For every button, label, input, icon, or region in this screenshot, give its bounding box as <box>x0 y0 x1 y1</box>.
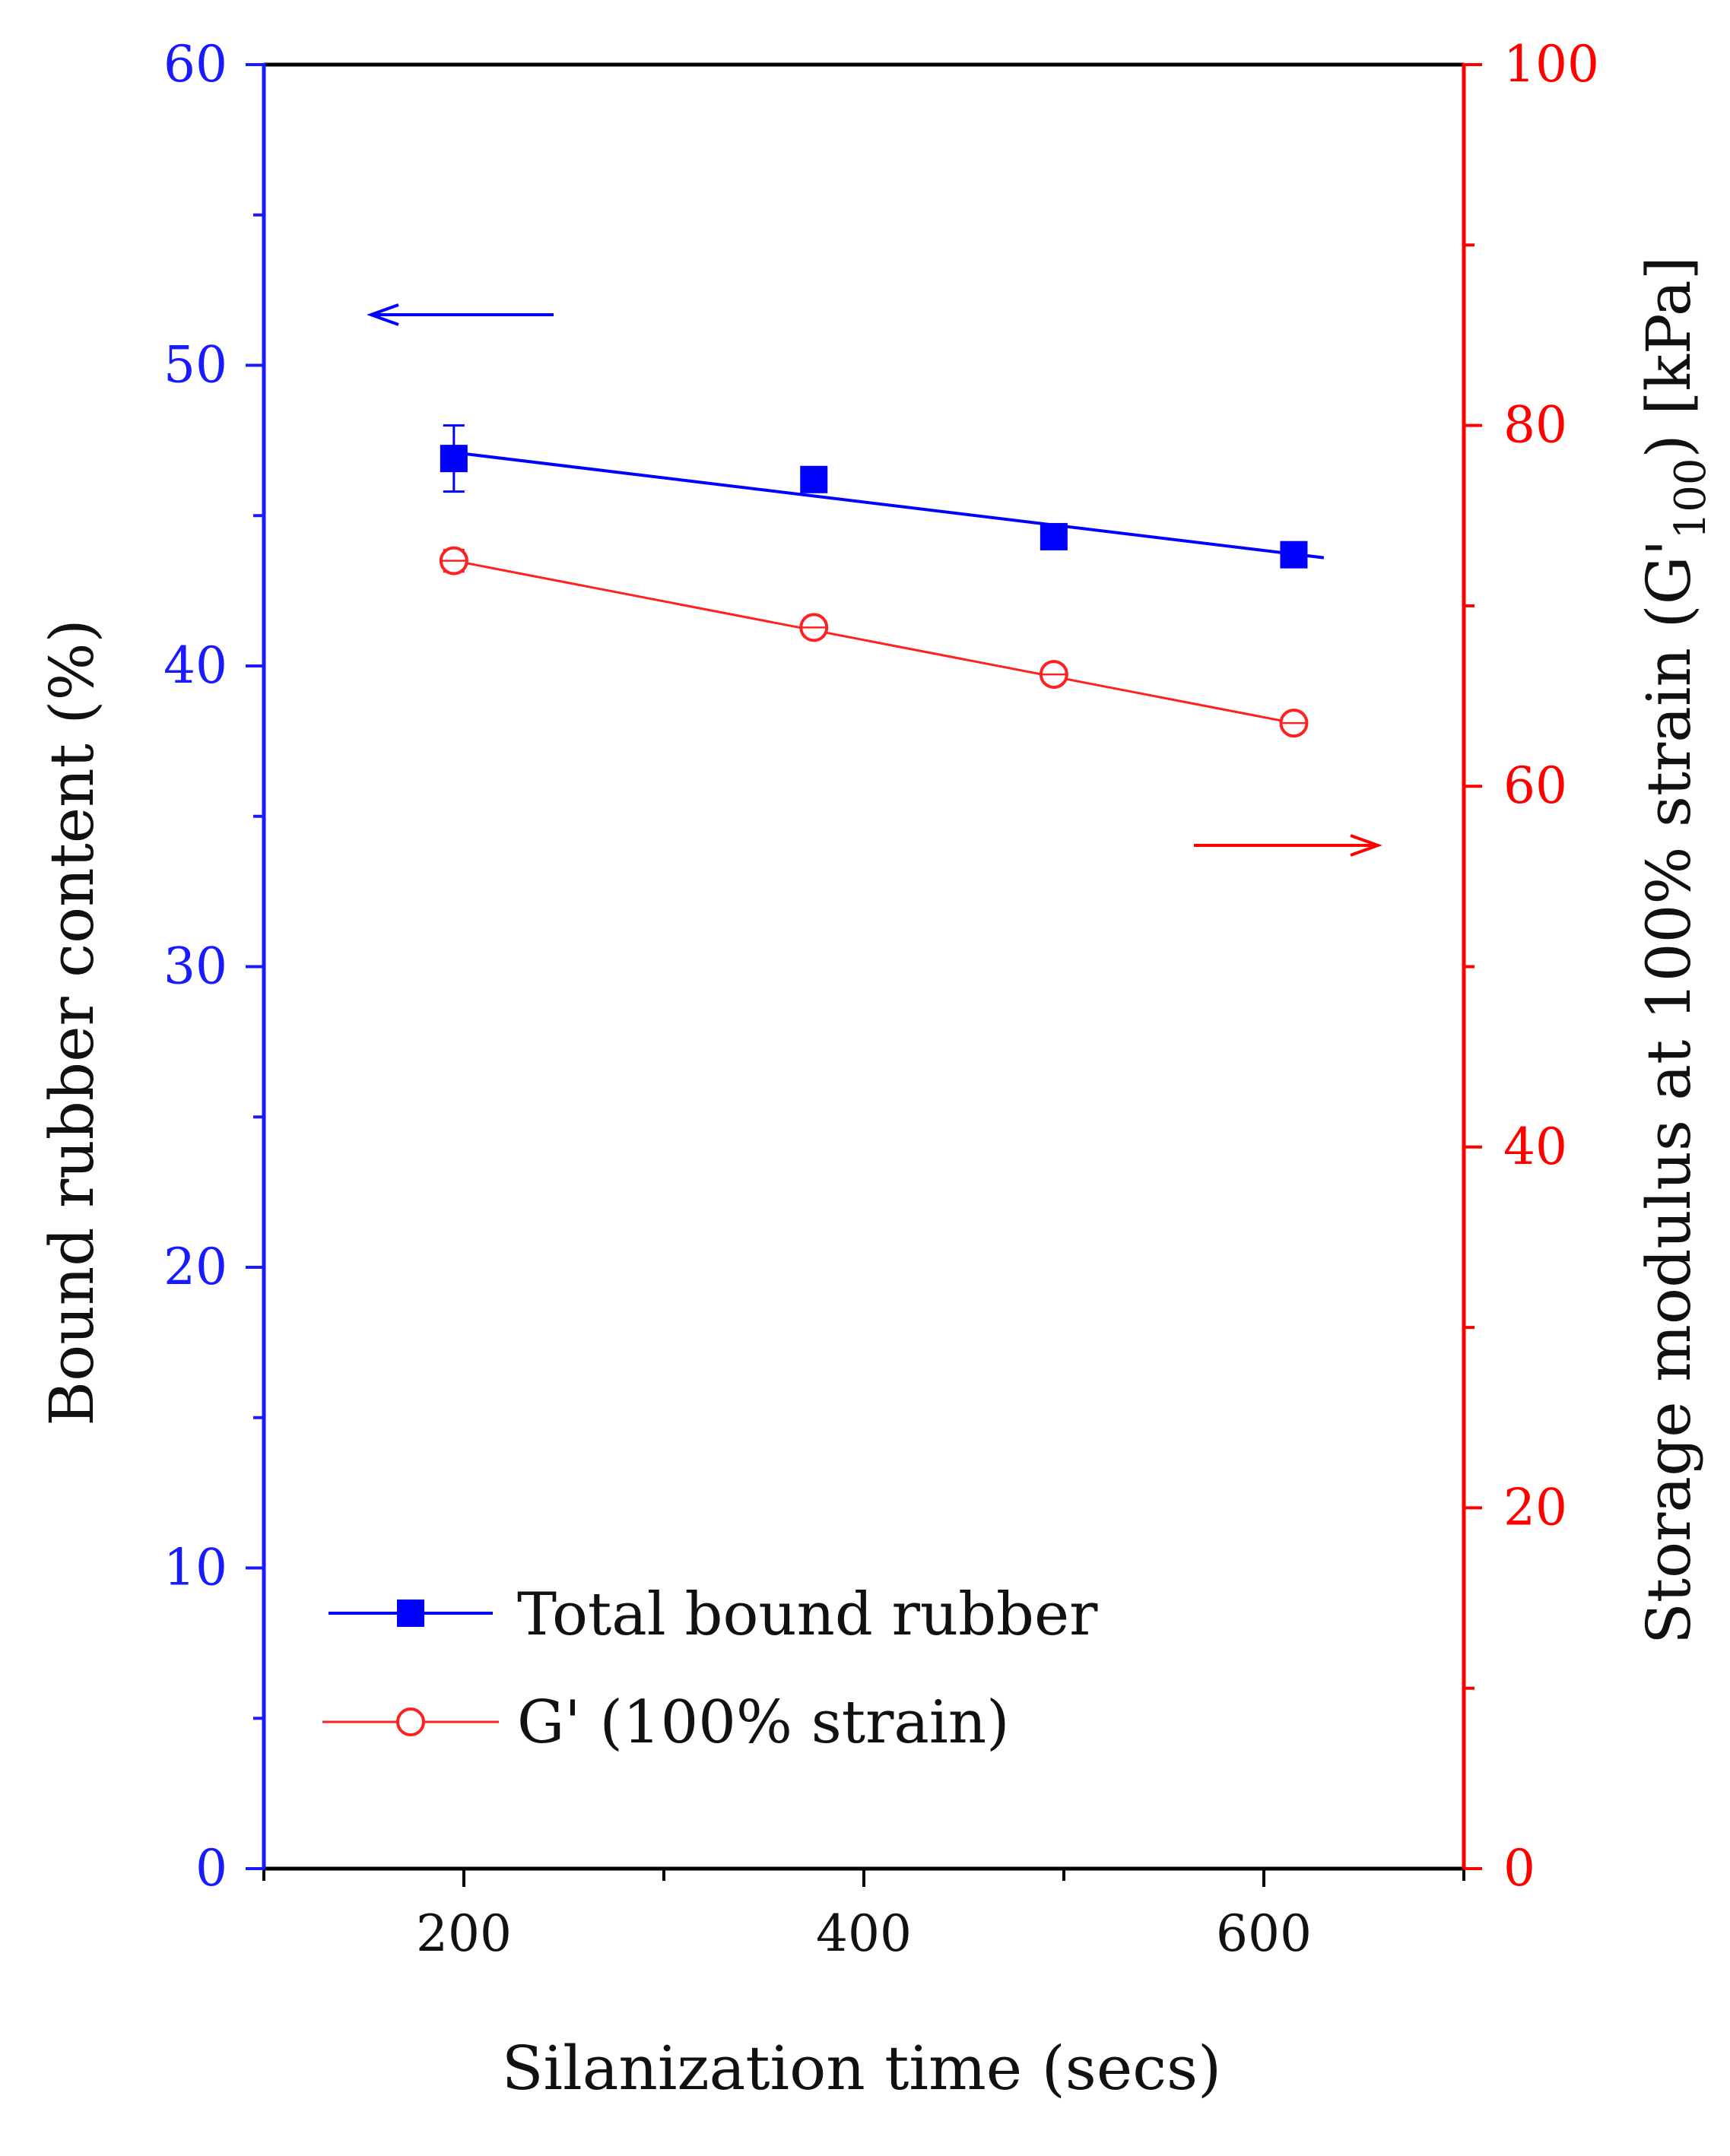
right-y-axis-title-tail: ) [kPa] <box>1633 256 1704 458</box>
x-tick-label: 200 <box>416 1904 512 1963</box>
left-tick-label: 40 <box>163 636 227 695</box>
right-tick-label: 20 <box>1503 1478 1567 1536</box>
left-tick-label: 0 <box>195 1839 227 1898</box>
x-tick-label: 400 <box>816 1904 912 1963</box>
series-gprime-fit-line <box>453 560 1294 724</box>
legend-marker-g-prime <box>396 1707 425 1736</box>
right-tick-label: 80 <box>1503 396 1567 455</box>
right-axis-arrow <box>1194 834 1382 857</box>
data-point-total-bound-rubber <box>800 465 828 493</box>
left-tick-label: 50 <box>163 336 227 395</box>
x-tick-label: 600 <box>1216 1904 1312 1963</box>
left-tick-label: 10 <box>163 1539 227 1597</box>
data-point-total-bound-rubber <box>1280 541 1308 569</box>
left-tick-label: 60 <box>163 35 227 94</box>
legend-label-g-prime: G' (100% strain) <box>517 1688 1010 1757</box>
left-tick-label: 20 <box>163 1238 227 1296</box>
data-point-total-bound-rubber <box>1040 522 1068 550</box>
right-tick-label: 100 <box>1503 35 1599 94</box>
data-series <box>439 424 1325 738</box>
legend <box>322 1600 499 1736</box>
right-y-axis-title: Storage modulus at 100% strain (G'100) [… <box>1633 256 1716 1644</box>
right-tick-label: 0 <box>1503 1839 1535 1898</box>
legend-label-total-bound-rubber: Total bound rubber <box>517 1581 1098 1649</box>
x-axis-title: Silanization time (secs) <box>502 2033 1222 2104</box>
data-point-total-bound-rubber <box>440 445 468 473</box>
right-y-axis-title-main: Storage modulus at 100% strain (G' <box>1633 539 1704 1644</box>
left-tick-label: 30 <box>163 937 227 996</box>
legend-marker-total-bound-rubber <box>397 1600 424 1627</box>
left-y-axis-title: Bound rubber content (%) <box>37 619 107 1425</box>
left-axis-arrow-head <box>367 303 399 326</box>
series-bound-fit-line <box>453 451 1325 560</box>
right-y-axis-title-subscript: 100 <box>1666 458 1716 539</box>
left-axis-arrow <box>367 303 554 326</box>
axis-arrows <box>367 303 1382 857</box>
right-tick-label: 60 <box>1503 756 1567 815</box>
right-tick-label: 40 <box>1503 1118 1567 1176</box>
right-axis-arrow-head <box>1350 834 1382 857</box>
